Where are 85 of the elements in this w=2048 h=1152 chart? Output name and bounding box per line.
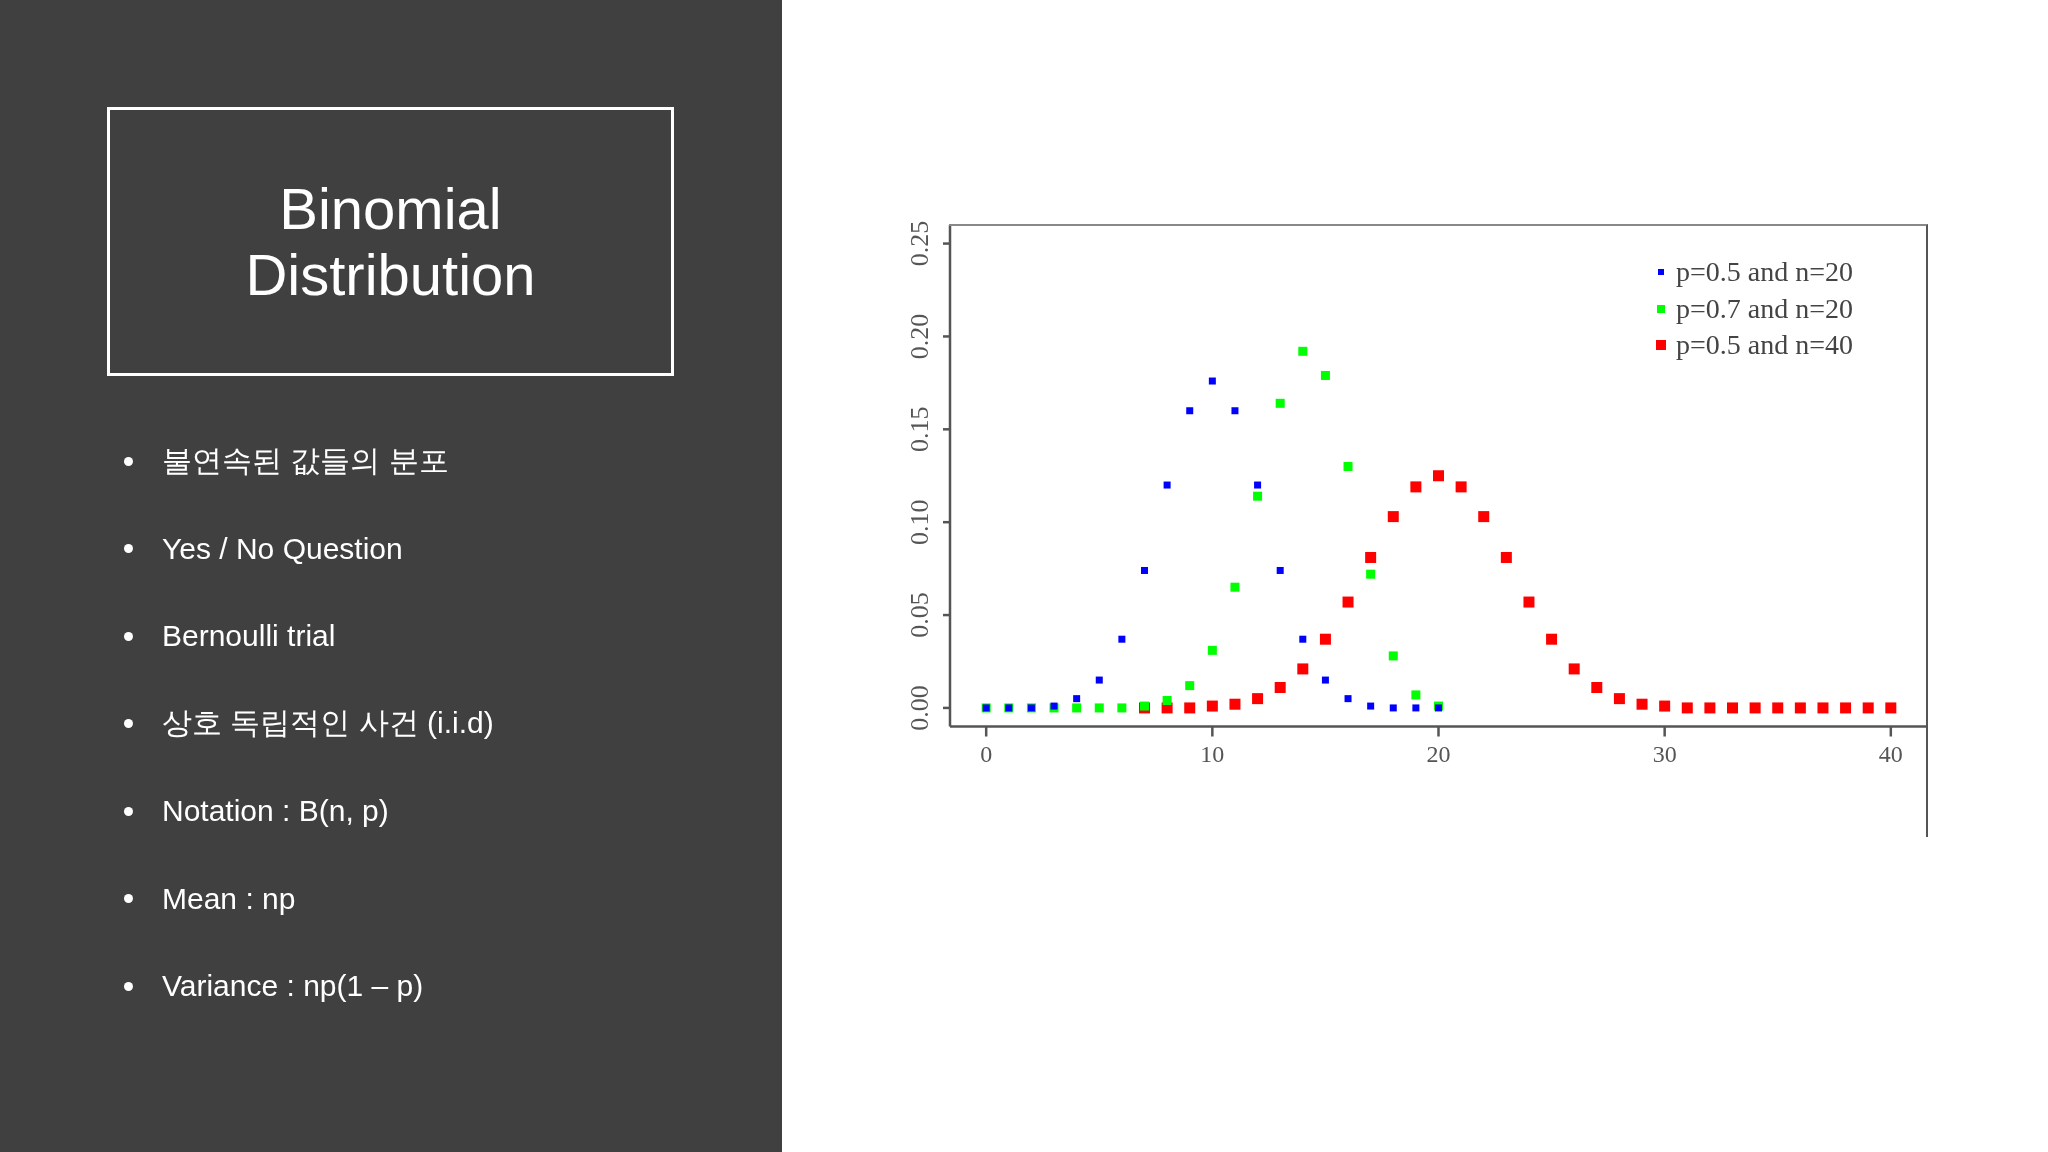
point (1500, 551, 1512, 563)
point (1072, 703, 1082, 713)
point (1320, 370, 1330, 380)
point (1117, 703, 1127, 713)
point (1636, 698, 1648, 710)
text: Binomial Distribution (244, 175, 537, 308)
point (1274, 681, 1286, 693)
point (1163, 481, 1171, 489)
y-tick-label: 0.25 (905, 220, 934, 267)
point (1613, 693, 1625, 705)
point (1546, 633, 1558, 645)
point (1659, 700, 1671, 712)
point (1681, 702, 1693, 714)
point (1478, 511, 1490, 523)
point (1523, 596, 1535, 608)
point (1253, 491, 1263, 501)
point (1704, 702, 1716, 714)
y-tick-label: 0.10 (905, 499, 934, 545)
point (1727, 702, 1739, 714)
point (1254, 481, 1262, 489)
point (1365, 551, 1377, 563)
point (1297, 663, 1309, 675)
point (1366, 569, 1376, 579)
point (1410, 481, 1422, 493)
point (1388, 651, 1398, 661)
text: Yes / No Question (162, 531, 403, 566)
y-tick-label: 0.15 (905, 406, 934, 453)
x-tick-label: 10 (1200, 740, 1225, 767)
point (1343, 461, 1353, 471)
point (1817, 702, 1829, 714)
point (1186, 407, 1194, 415)
point (1321, 676, 1329, 684)
text: Variance : np(1 – p) (162, 969, 424, 1003)
point (1862, 702, 1874, 714)
point (1073, 695, 1081, 703)
y-tick-label: 0.05 (905, 592, 934, 638)
point (1229, 698, 1241, 710)
point (1298, 346, 1308, 356)
point (1387, 511, 1399, 523)
legend-label: p=0.5 and n=20 (1675, 255, 1853, 289)
legend-label: p=0.5 and n=40 (1675, 328, 1853, 362)
point (1840, 702, 1852, 714)
point (1276, 566, 1284, 574)
point (1794, 702, 1806, 714)
x-tick-label: 0 (980, 740, 993, 767)
point (1319, 633, 1331, 645)
point (1140, 566, 1148, 574)
point (1772, 702, 1784, 714)
point (1455, 481, 1467, 493)
point (1207, 645, 1217, 655)
y-tick-label: 0.20 (905, 313, 934, 360)
point (1344, 695, 1352, 703)
text: 상호 독립적인 사건 (i.i.d) (162, 705, 494, 741)
point (1252, 693, 1264, 705)
point (1591, 681, 1603, 693)
x-tick-label: 20 (1426, 740, 1451, 767)
text: 불연속된 값들의 분포 (162, 442, 449, 479)
legend-label: p=0.7 and n=20 (1675, 291, 1853, 326)
point (1230, 582, 1240, 592)
x-tick-label: 40 (1878, 740, 1903, 767)
point (1206, 700, 1218, 712)
point (1367, 702, 1375, 710)
point (1094, 703, 1104, 713)
y-tick-label: 0.00 (905, 685, 934, 731)
point (1185, 681, 1195, 691)
point (1885, 702, 1897, 714)
point (1118, 635, 1126, 643)
point (1568, 663, 1580, 675)
point (1411, 690, 1421, 700)
point (1275, 398, 1285, 408)
text: Notation : B(n, p) (162, 794, 389, 828)
point (1433, 470, 1444, 482)
point (1342, 596, 1354, 608)
point (1231, 407, 1239, 415)
point (1412, 704, 1420, 712)
text: Bernoulli trial (162, 619, 336, 653)
text: Mean : np (162, 881, 296, 916)
point (1749, 702, 1761, 714)
point (1162, 696, 1172, 705)
point (1184, 702, 1196, 714)
point (1299, 635, 1307, 643)
x-tick-label: 30 (1652, 740, 1677, 767)
point (1208, 377, 1216, 385)
point (1389, 704, 1397, 712)
point (1095, 676, 1103, 684)
